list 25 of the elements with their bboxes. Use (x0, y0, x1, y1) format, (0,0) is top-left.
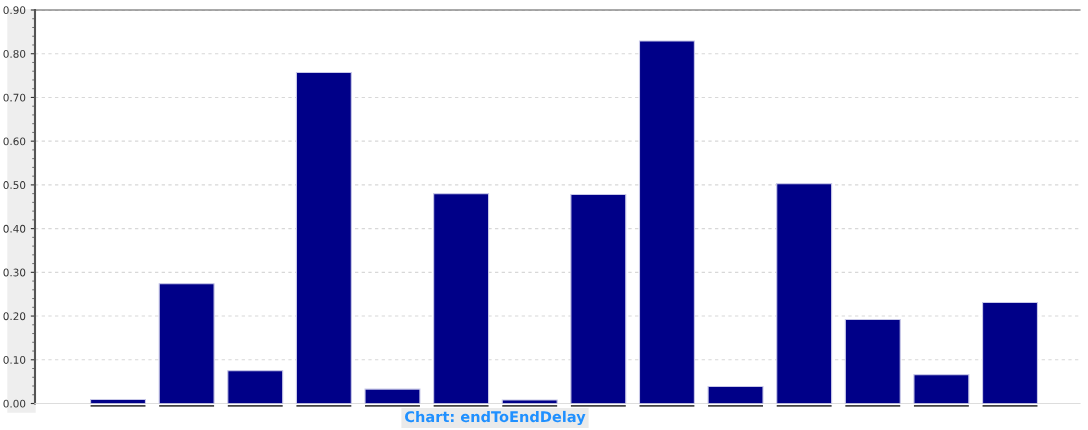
bar (913, 374, 970, 404)
y-tick-label: 0.10 (3, 356, 26, 364)
text: Chart: endToEndDelay (405, 410, 586, 426)
y-tick-label: 0.40 (3, 224, 26, 233)
bar (570, 193, 627, 404)
y-tick-label: 0.80 (3, 49, 26, 58)
bar (776, 183, 833, 404)
bar (433, 193, 490, 404)
bar (501, 399, 558, 404)
y-tick-label: 0.30 (3, 268, 26, 277)
bar (844, 318, 901, 404)
y-tick-label: 0.90 (3, 6, 26, 15)
y-tick-label: 0.20 (3, 312, 26, 321)
bar (227, 370, 284, 404)
y-tick-label: 0.50 (3, 181, 26, 189)
bar (364, 388, 421, 404)
bar (90, 399, 147, 404)
y-tick-label: 0.60 (3, 137, 26, 146)
y-tick-label: 0.70 (3, 93, 26, 102)
bar (295, 71, 352, 404)
bar (158, 283, 215, 404)
bar (707, 385, 764, 404)
bar (638, 40, 695, 404)
bar (982, 301, 1039, 404)
y-tick-label: 0.00 (3, 399, 26, 408)
